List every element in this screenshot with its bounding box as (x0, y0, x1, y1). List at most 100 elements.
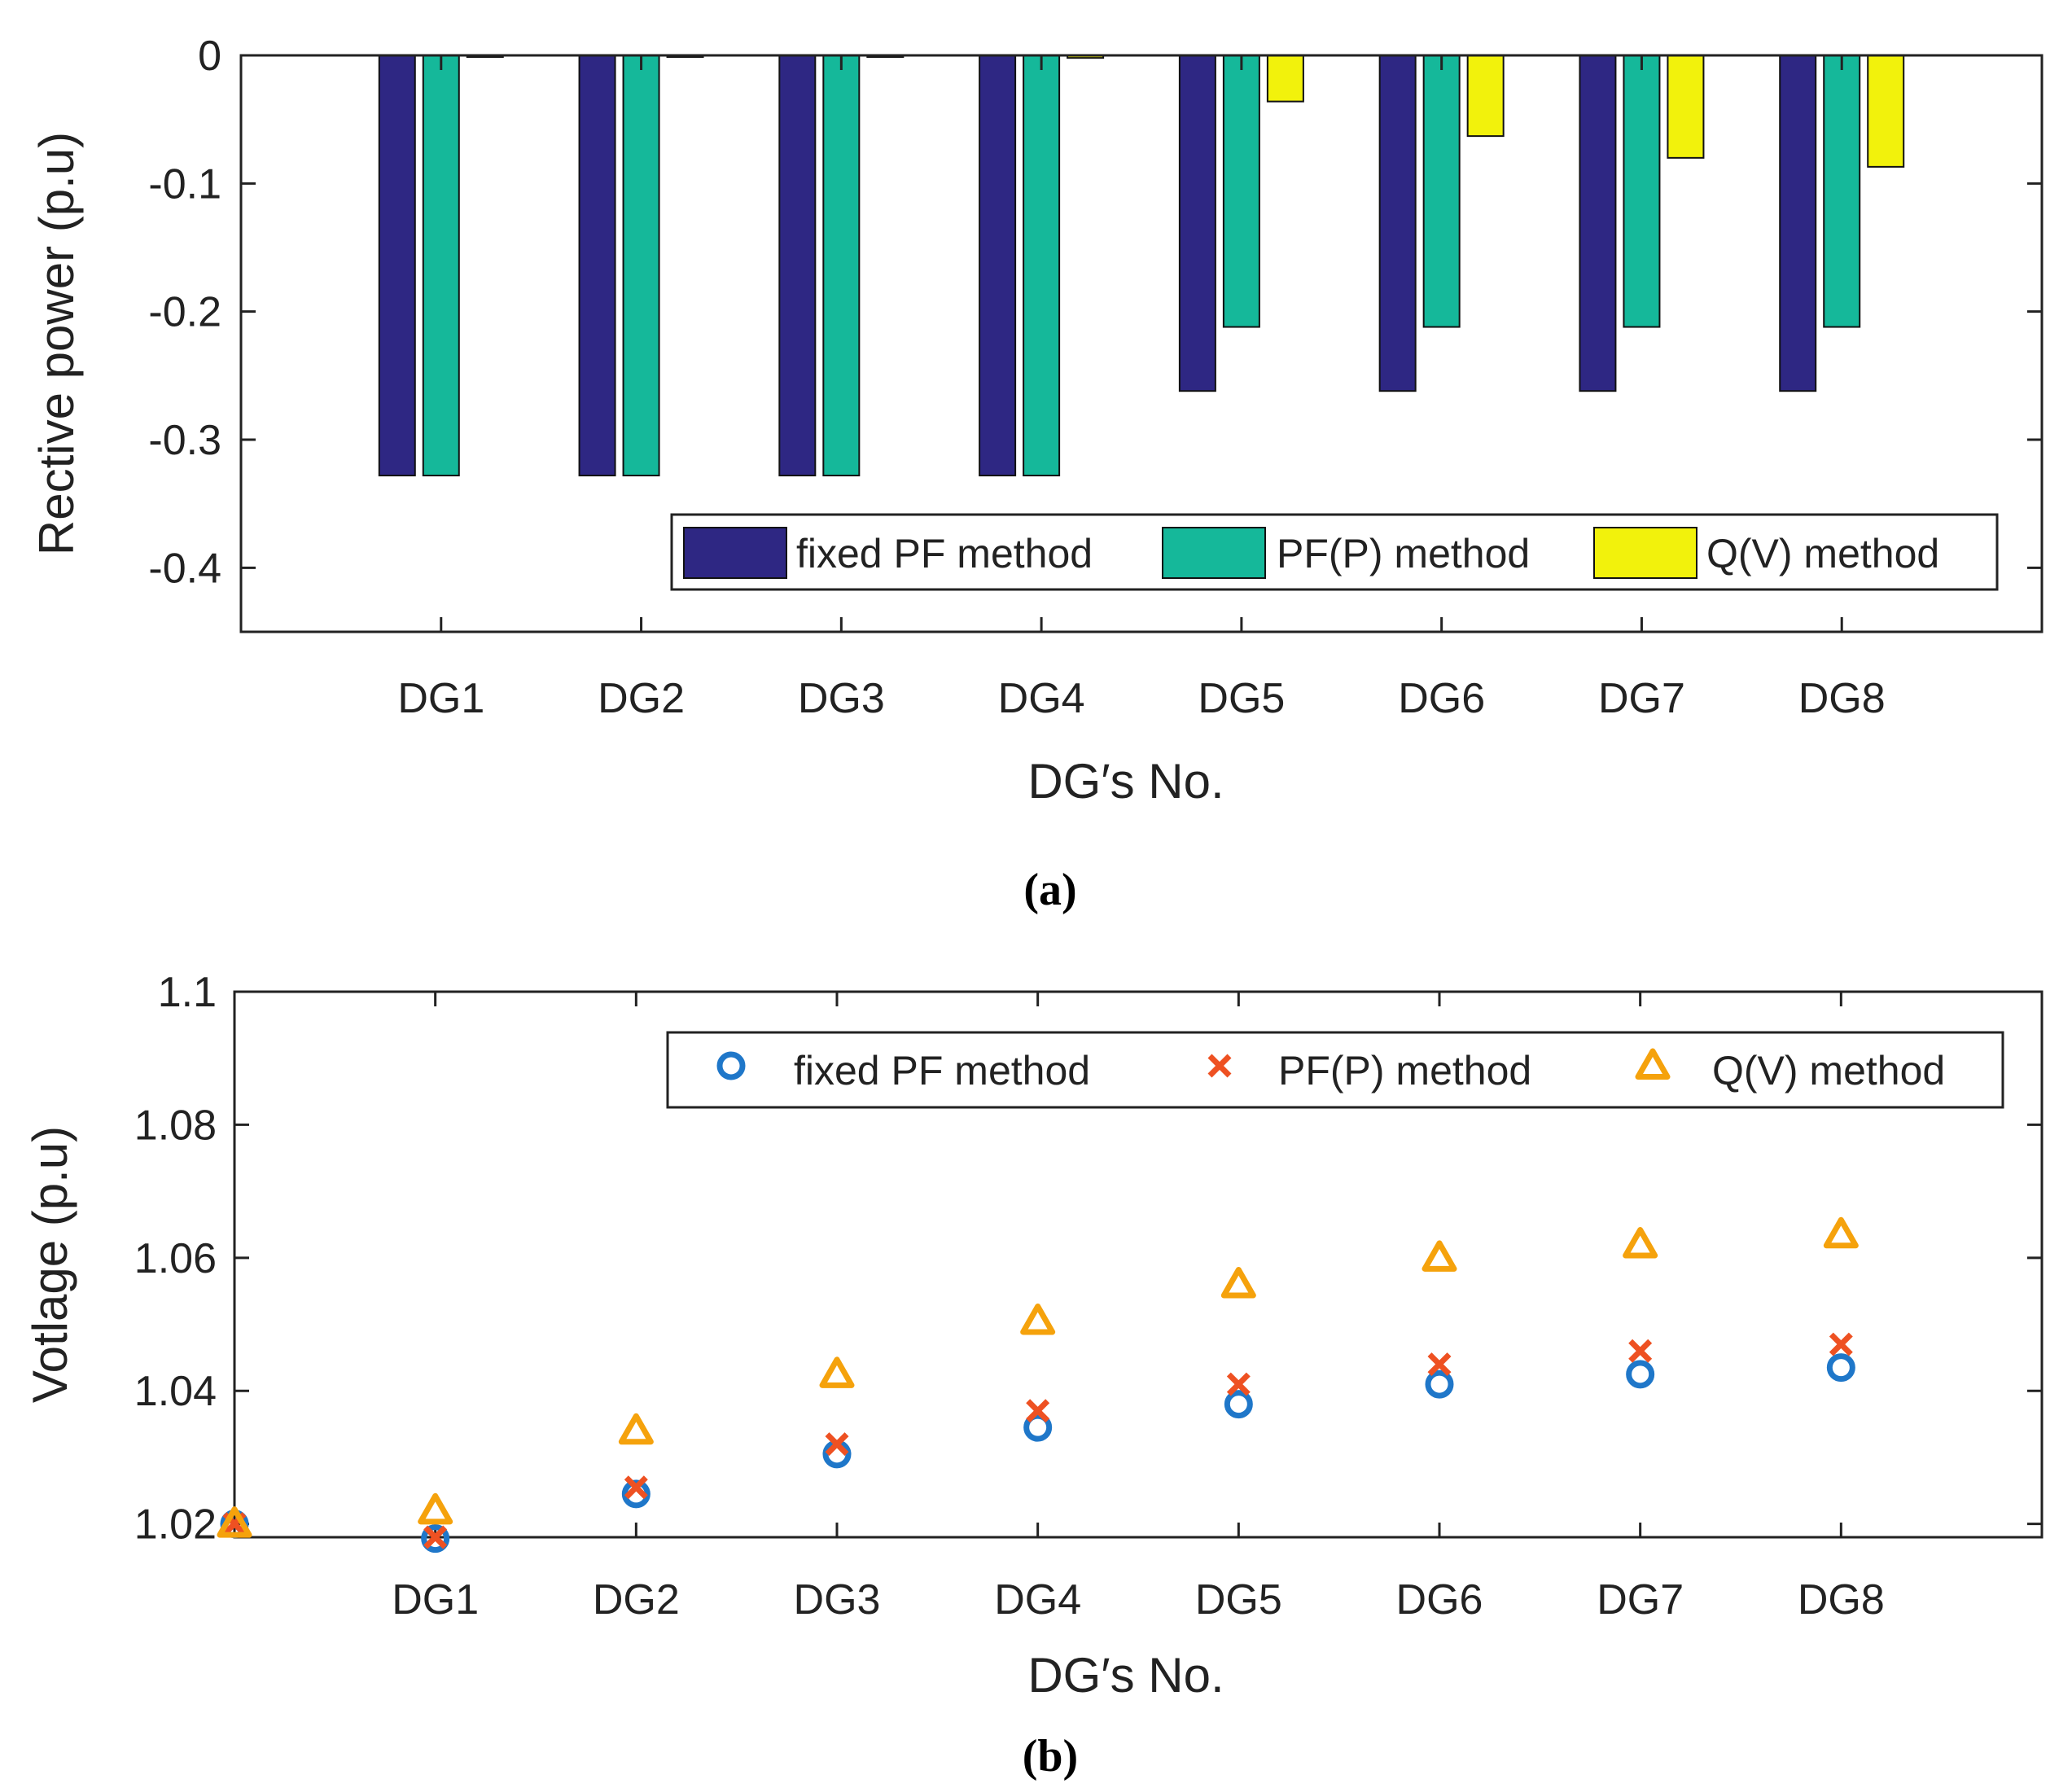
panel-b-voltage-chart: DG1 DG2 DG3 DG4 DG5 DG6 DG7 DG8 1.02 1.04 1.06 1.08… (23, 969, 2044, 1781)
panel-b-x-axis-title: DG′s No. (1027, 1648, 1224, 1703)
point-q-v-method-1 (418, 1492, 453, 1525)
x-tick-label-dg5: DG5 (1195, 1576, 1282, 1624)
bar-pf-p-method-dg7 (1623, 55, 1661, 328)
x-tick-label-dg5: DG5 (1198, 675, 1285, 722)
bar-q-v-method-dg7 (1667, 55, 1705, 159)
bar-pf-p-method-dg4 (1023, 55, 1061, 477)
bar-pf-p-method-dg1 (422, 55, 460, 477)
point-fixed-pf-method-7 (1626, 1360, 1655, 1389)
panel-b-label: (b) (1023, 1731, 1078, 1781)
y-tick-label-4: 1.1 (158, 969, 217, 1016)
y-tick-label-4: -0.4 (148, 545, 221, 592)
point-pf-p-method-5 (1226, 1372, 1251, 1396)
bar-fixed-pf-method-dg5 (1178, 55, 1216, 392)
legend-marker-q-v-method (1635, 1048, 1671, 1080)
x-tick-label-dg7: DG7 (1598, 675, 1685, 722)
x-tick-label-dg1: DG1 (397, 675, 484, 722)
y-tick-label-3: -0.3 (148, 417, 221, 464)
point-q-v-method-3 (819, 1356, 855, 1388)
legend-label-fixed-pf-method: fixed PF method (794, 1048, 1090, 1093)
point-fixed-pf-method-2 (621, 1479, 651, 1509)
bar-pf-p-method-dg2 (622, 55, 660, 477)
panel-a-legend: fixed PF method PF(P) method Q(V) method (670, 513, 1999, 591)
legend-label-pf-p-method: PF(P) method (1277, 531, 1530, 576)
x-tick-label-dg8: DG8 (1798, 1576, 1885, 1624)
x-tick-label-dg8: DG8 (1798, 675, 1886, 722)
bar-fixed-pf-method-dg6 (1378, 55, 1417, 392)
legend-swatch-q-v-method (1593, 527, 1697, 579)
point-pf-p-method-4 (1026, 1399, 1050, 1423)
panel-a-x-axis-title: DG′s No. (1027, 754, 1224, 809)
panel-a-plot-frame (239, 54, 2044, 633)
panel-b-plot-frame (233, 990, 2044, 1539)
panel-b-legend: fixed PF method PF(P) method Q(V) method (666, 1031, 2004, 1109)
point-q-v-method-5 (1220, 1267, 1256, 1299)
bar-fixed-pf-method-dg3 (778, 55, 817, 477)
y-tick-label-0: 1.02 (134, 1501, 217, 1549)
point-q-v-method-7 (1623, 1226, 1658, 1259)
legend-label-q-v-method: Q(V) method (1706, 531, 1939, 576)
x-tick-label-dg3: DG3 (798, 675, 885, 722)
y-tick-label-1: -0.1 (148, 160, 221, 208)
point-pf-p-method-1 (423, 1525, 448, 1549)
point-pf-p-method-8 (1829, 1332, 1853, 1356)
point-q-v-method-6 (1421, 1240, 1457, 1272)
bar-fixed-pf-method-dg2 (578, 55, 616, 477)
panel-a-bars (378, 55, 1905, 477)
point-q-v-method-4 (1020, 1303, 1056, 1335)
point-q-v-method-8 (1823, 1216, 1859, 1249)
y-tick-label-2: 1.06 (134, 1235, 217, 1282)
x-tick-label-dg1: DG1 (392, 1576, 479, 1624)
panel-b-axes: DG1 DG2 DG3 DG4 DG5 DG6 DG7 DG8 1.02 1.04 1.06 1.08… (134, 969, 2042, 1624)
panel-a-y-axis-title: Rective power (p.u) (29, 132, 84, 555)
point-pf-p-method-2 (624, 1475, 648, 1500)
bar-q-v-method-dg6 (1466, 55, 1505, 138)
y-tick-label-0: 0 (198, 33, 221, 80)
legend-marker-pf-p-method (1207, 1054, 1232, 1078)
legend-marker-fixed-pf-method (716, 1051, 746, 1080)
legend-label-pf-p-method: PF(P) method (1278, 1048, 1531, 1093)
x-tick-label-dg6: DG6 (1396, 1576, 1483, 1624)
x-tick-label-dg3: DG3 (794, 1576, 881, 1624)
bar-pf-p-method-dg3 (822, 55, 861, 477)
x-tick-label-dg2: DG2 (593, 1576, 680, 1624)
legend-swatch-fixed-pf-method (683, 527, 787, 579)
legend-swatch-pf-p-method (1162, 527, 1266, 579)
legend-label-q-v-method: Q(V) method (1712, 1048, 1945, 1093)
y-tick-label-3: 1.08 (134, 1102, 217, 1149)
x-tick-label-dg4: DG4 (994, 1576, 1081, 1624)
point-pf-p-method-6 (1427, 1352, 1452, 1377)
bar-fixed-pf-method-dg8 (1779, 55, 1817, 392)
point-fixed-pf-method-4 (1023, 1413, 1053, 1442)
point-fixed-pf-method-1 (421, 1524, 450, 1554)
bar-fixed-pf-method-dg1 (378, 55, 416, 477)
y-tick-label-2: -0.2 (148, 289, 221, 336)
bar-fixed-pf-method-dg4 (979, 55, 1017, 477)
point-fixed-pf-method-8 (1826, 1353, 1855, 1383)
x-tick-label-dg4: DG4 (998, 675, 1085, 722)
legend-label-fixed-pf-method: fixed PF method (796, 531, 1093, 576)
x-tick-label-dg6: DG6 (1398, 675, 1485, 722)
point-pf-p-method-7 (1628, 1339, 1653, 1363)
point-q-v-method-0 (217, 1506, 252, 1538)
x-tick-label-dg2: DG2 (598, 675, 685, 722)
point-fixed-pf-method-5 (1224, 1390, 1253, 1419)
point-fixed-pf-method-6 (1425, 1369, 1454, 1399)
panel-a-label: (a) (1023, 865, 1076, 915)
x-tick-label-dg7: DG7 (1597, 1576, 1684, 1624)
bar-q-v-method-dg8 (1867, 55, 1905, 168)
legend-frame (666, 1031, 2004, 1109)
point-q-v-method-2 (618, 1413, 654, 1445)
bar-pf-p-method-dg8 (1823, 55, 1861, 328)
panel-a-axes: DG1 DG2 DG3 DG4 DG5 DG6 DG7 DG8 0 -0.1 -0.2 -0.3 -0.… (148, 33, 2042, 722)
panel-a-reactive-power-chart: DG1 DG2 DG3 DG4 DG5 DG6 DG7 DG8 0 -0.1 -0.2 -0.3 -0.… (29, 33, 2044, 915)
panel-b-y-axis-title: Votlage (p.u) (23, 1126, 77, 1403)
legend-frame (670, 513, 1999, 591)
point-pf-p-method-3 (825, 1432, 849, 1457)
bar-q-v-method-dg5 (1266, 55, 1304, 103)
panel-b-markers (217, 1216, 1859, 1554)
bar-fixed-pf-method-dg7 (1579, 55, 1617, 392)
bar-pf-p-method-dg6 (1422, 55, 1461, 328)
bar-pf-p-method-dg5 (1222, 55, 1260, 328)
